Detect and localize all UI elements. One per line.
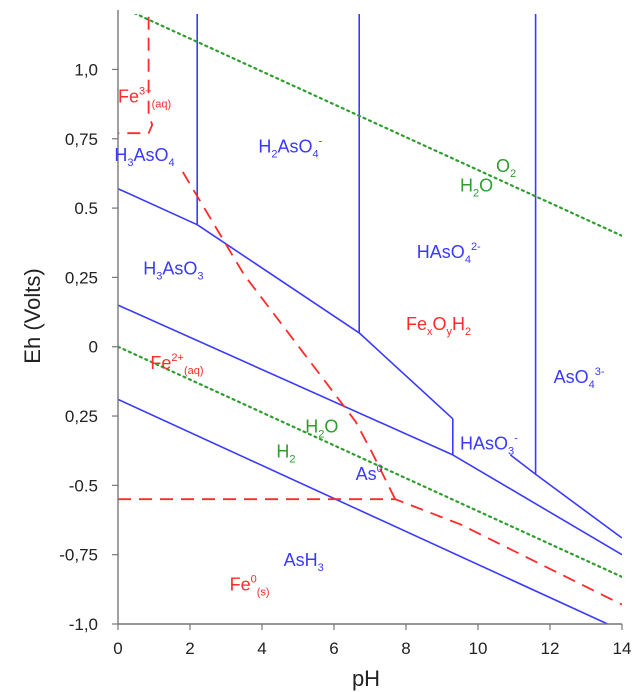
species-label-0: Fe3+(aq) [118, 86, 171, 111]
species-label-1: H3AsO4 [114, 145, 174, 169]
species-label-13: As0 [356, 463, 383, 484]
region-labels: Fe3+(aq)H3AsO4H2AsO4-O2H2OH3AsO3HAsO42-F… [114, 86, 604, 599]
y-tick-label: 0 [89, 338, 98, 357]
species-label-3: O2 [496, 156, 516, 180]
y-tick-label: -1,0 [69, 615, 98, 634]
arsenic-solid-line-5 [118, 304, 622, 556]
x-tick-label: 4 [257, 639, 266, 658]
species-label-14: AsH3 [284, 550, 324, 574]
series-layer [118, 14, 622, 624]
iron-dashed-line-8 [118, 16, 154, 135]
arsenic-solid-line-7 [118, 398, 608, 624]
x-tick-label: 8 [401, 639, 410, 658]
species-label-9: Fe2+(aq) [150, 352, 203, 377]
iron-dashed-line-9 [182, 171, 397, 500]
water-dotted-line-12 [118, 345, 622, 579]
y-tick-label: -0,75 [59, 546, 98, 565]
iron-dashed-line-10 [118, 498, 622, 606]
x-tick-label: 14 [613, 639, 632, 658]
species-label-5: H3AsO3 [143, 259, 203, 283]
arsenic-solid-line-4 [118, 187, 454, 420]
x-axis-title: pH [352, 666, 380, 691]
x-tick-label: 2 [185, 639, 194, 658]
y-axis-title: Eh (Volts) [20, 268, 45, 363]
x-tick-label: 10 [469, 639, 488, 658]
tick-labels: 0 2 4 6 8 10 12 14 1,0 0,75 0.5 0,25 0 0,25 -0.5 -0,75 -… [59, 60, 631, 658]
y-tick-label: 1,0 [74, 60, 98, 79]
arsenic-solid-line-6 [509, 454, 622, 539]
plot-frame [112, 10, 623, 630]
species-label-4: H2O [460, 175, 493, 199]
species-label-11: H2 [276, 442, 295, 466]
y-tick-label: 0,25 [65, 268, 98, 287]
y-tick-label: 0,75 [65, 130, 98, 149]
x-tick-label: 12 [541, 639, 560, 658]
species-label-15: Fe0(s) [230, 574, 270, 599]
y-tick-label: -0.5 [69, 476, 98, 495]
species-label-7: FexOyH2 [406, 314, 471, 338]
species-label-10: H2O [305, 417, 338, 441]
water-dotted-line-11 [133, 14, 622, 237]
species-label-6: HAsO42- [417, 241, 481, 266]
x-tick-label: 6 [329, 639, 338, 658]
species-label-2: H2AsO4- [258, 136, 322, 161]
y-tick-label: 0,25 [65, 407, 98, 426]
species-label-12: HAsO3- [460, 432, 518, 457]
x-tick-label: 0 [113, 639, 122, 658]
y-tick-label: 0.5 [74, 199, 98, 218]
species-label-8: AsO43- [554, 366, 605, 391]
